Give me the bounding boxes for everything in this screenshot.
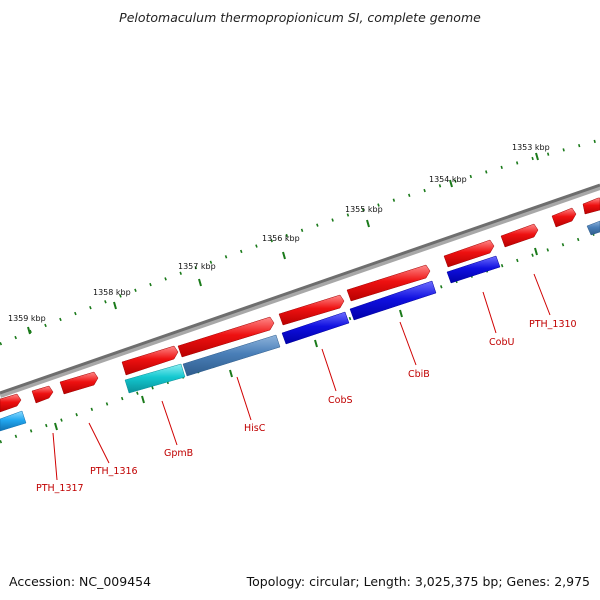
leader-line	[533, 273, 551, 316]
leader-line	[482, 291, 497, 334]
major-tick	[449, 179, 453, 188]
gene-label[interactable]: CobU	[489, 337, 514, 348]
inner-major-tick	[314, 339, 318, 348]
gene-label[interactable]: GpmB	[164, 448, 193, 459]
major-tick	[198, 278, 202, 287]
kbp-label: 1353 kbp	[512, 143, 550, 152]
leader-line	[399, 321, 417, 366]
gene-label[interactable]: PTH_1316	[90, 466, 138, 477]
kbp-label: 1357 kbp	[178, 262, 216, 271]
genome-backbone	[0, 183, 600, 395]
major-ticks	[27, 152, 539, 335]
gene-arrow-reverse[interactable]	[349, 280, 437, 321]
inner-major-tick	[229, 369, 233, 378]
gene-arrow-reverse[interactable]	[124, 363, 186, 394]
kbp-label: 1354 kbp	[429, 175, 467, 184]
major-tick	[27, 326, 31, 335]
major-tick	[535, 152, 539, 161]
gene-arrow-forward[interactable]	[59, 371, 99, 395]
accession-label: Accession: NC_009454	[9, 574, 152, 589]
gene-arrow-reverse[interactable]	[281, 311, 350, 345]
gene-arrow-reverse[interactable]	[446, 255, 501, 284]
gene-arrow-reverse[interactable]	[0, 410, 27, 432]
gene-arrow-forward[interactable]	[177, 316, 275, 358]
major-tick	[113, 301, 117, 310]
gene-arrow-forward[interactable]	[551, 207, 577, 228]
genome-backbone-shadow	[0, 184, 600, 398]
gene-arrow-reverse[interactable]	[182, 334, 281, 377]
gene-label[interactable]: CbiB	[408, 369, 430, 380]
reverse-strand	[0, 220, 600, 432]
gene-label[interactable]: PTH_1317	[36, 483, 84, 494]
inner-major-tick	[54, 422, 58, 431]
leader-line	[52, 432, 58, 481]
gene-label[interactable]: PTH_1310	[529, 319, 577, 330]
kbp-label: 1355 kbp	[345, 205, 383, 214]
leader-line	[161, 400, 178, 446]
inner-major-tick	[141, 395, 145, 404]
gene-arrow-reverse[interactable]	[586, 220, 600, 236]
major-tick	[282, 251, 286, 260]
gene-arrow-forward[interactable]	[500, 223, 539, 248]
gene-arrow-forward[interactable]	[31, 385, 54, 404]
genome-summary: Topology: circular; Length: 3,025,375 bp…	[246, 574, 590, 589]
gene-arrow-forward[interactable]	[443, 239, 495, 268]
gene-arrow-forward[interactable]	[121, 345, 179, 376]
forward-strand	[0, 197, 600, 413]
gene-arrow-forward[interactable]	[346, 264, 431, 302]
gene-arrow-forward[interactable]	[0, 393, 22, 413]
leader-line	[236, 376, 252, 421]
kbp-label: 1358 kbp	[93, 288, 131, 297]
kbp-label: 1359 kbp	[8, 314, 46, 323]
major-tick	[366, 219, 370, 228]
gene-arrow-forward[interactable]	[278, 294, 345, 326]
gene-arrow-forward[interactable]	[582, 197, 600, 215]
inner-major-tick	[534, 247, 538, 256]
kbp-label: 1356 kbp	[262, 234, 300, 243]
leader-lines	[52, 273, 551, 481]
leader-line	[88, 422, 110, 464]
gene-label[interactable]: CobS	[328, 395, 353, 406]
leader-line	[321, 348, 337, 392]
gene-label[interactable]: HisC	[244, 423, 266, 434]
genome-title: Pelotomaculum thermopropionicum SI, comp…	[119, 10, 481, 25]
inner-major-tick	[399, 309, 403, 318]
